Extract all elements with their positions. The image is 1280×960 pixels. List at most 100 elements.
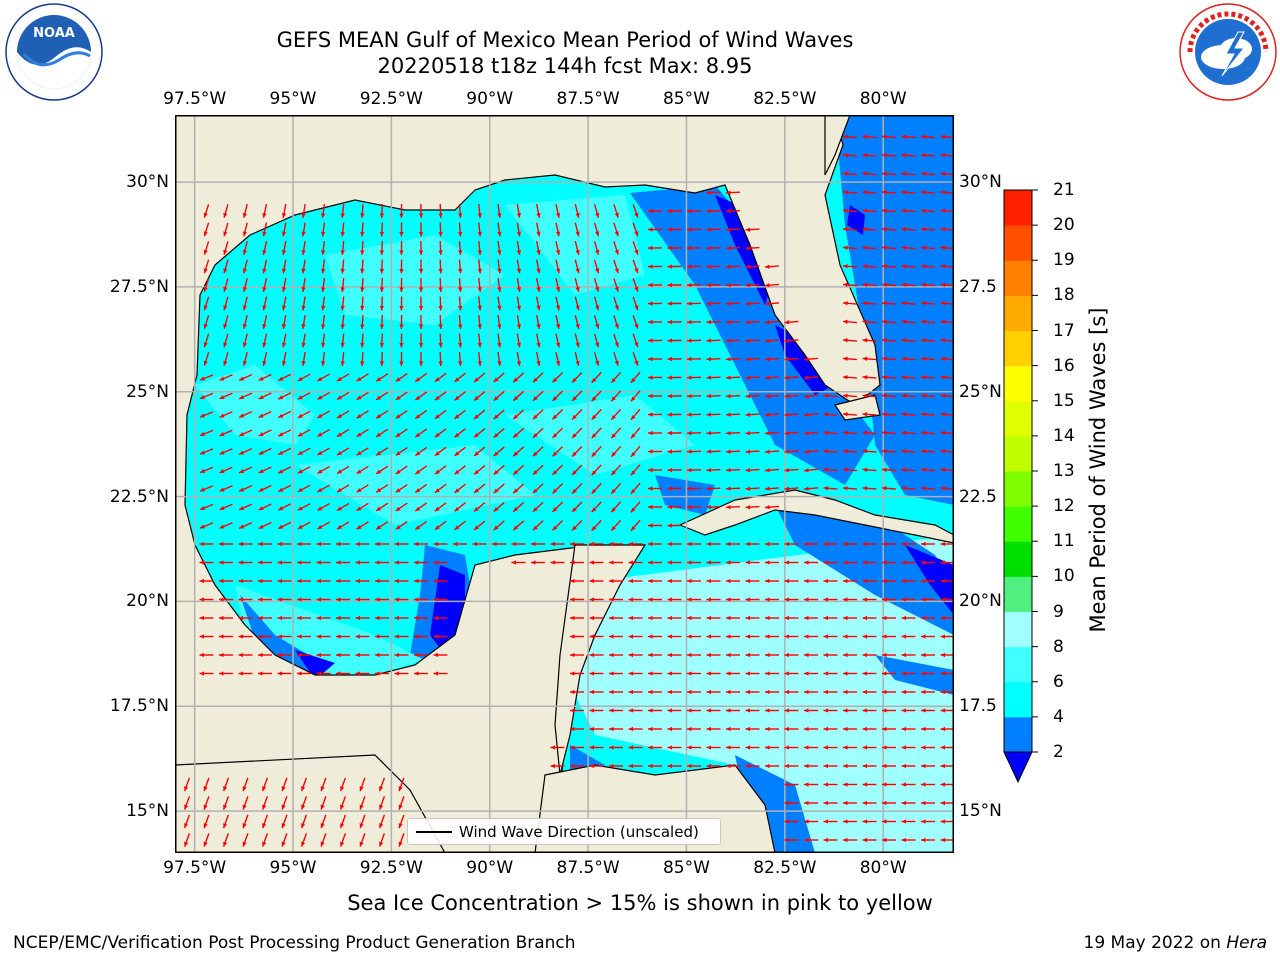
wave-direction-arrowhead bbox=[531, 560, 536, 565]
wave-direction-arrowhead bbox=[862, 134, 868, 139]
wave-direction-arrowhead bbox=[706, 449, 712, 454]
wave-direction-arrowhead bbox=[336, 524, 342, 530]
wave-direction-arrowhead bbox=[399, 268, 404, 274]
wave-direction-arrowhead bbox=[921, 301, 926, 306]
wave-direction-arrowhead bbox=[595, 342, 600, 348]
wave-direction-arrowhead bbox=[609, 634, 614, 639]
wave-direction-arrowhead bbox=[219, 597, 224, 602]
colorbar-level-label: 2 bbox=[1053, 742, 1064, 762]
wave-direction-arrowhead bbox=[687, 393, 692, 399]
wave-direction-arrowhead bbox=[433, 560, 439, 565]
wave-direction-arrowhead bbox=[297, 671, 302, 676]
wave-direction-arrowhead bbox=[572, 396, 577, 402]
wave-direction-arrowhead bbox=[667, 578, 673, 584]
wave-direction-arrowhead bbox=[843, 837, 848, 843]
wave-direction-arrowhead bbox=[921, 819, 926, 824]
wave-direction-arrowhead bbox=[258, 395, 264, 400]
wave-direction-arrowhead bbox=[882, 338, 887, 343]
wave-direction-arrowhead bbox=[336, 671, 341, 676]
wave-direction-arrowhead bbox=[595, 286, 600, 292]
wave-direction-arrowhead bbox=[726, 763, 731, 769]
wave-direction-arrowhead bbox=[536, 342, 541, 348]
wave-direction-arrowhead bbox=[219, 413, 225, 418]
wave-direction-arrowhead bbox=[706, 208, 712, 214]
wave-direction-arrowhead bbox=[199, 652, 205, 658]
lat-tick-left: 25°N bbox=[126, 381, 169, 402]
wave-direction-arrowhead bbox=[862, 171, 868, 176]
wave-direction-arrowhead bbox=[355, 560, 361, 565]
wave-direction-arrowhead bbox=[940, 153, 946, 158]
wave-direction-arrowhead bbox=[414, 597, 419, 602]
wave-direction-arrowhead bbox=[843, 486, 848, 491]
wave-direction-arrowhead bbox=[804, 449, 809, 454]
wave-direction-arrowhead bbox=[434, 469, 440, 475]
wave-direction-arrowhead bbox=[667, 430, 673, 436]
wave-direction-arrowhead bbox=[862, 449, 868, 454]
wave-direction-arrowhead bbox=[862, 412, 868, 417]
wave-direction-arrowhead bbox=[940, 652, 946, 658]
wave-direction-arrowhead bbox=[648, 319, 653, 325]
wave-direction-arrowhead bbox=[203, 804, 208, 810]
colorbar-level-label: 15 bbox=[1053, 390, 1075, 411]
wave-direction-arrowhead bbox=[648, 338, 653, 343]
wave-direction-arrowhead bbox=[784, 726, 790, 732]
wave-direction-arrowhead bbox=[376, 395, 382, 400]
wave-direction-arrowhead bbox=[843, 430, 848, 435]
wave-direction-arrowhead bbox=[901, 190, 907, 195]
wave-direction-arrowhead bbox=[648, 375, 653, 380]
wave-direction-arrowhead bbox=[630, 507, 636, 513]
colorbar-segment bbox=[1004, 435, 1032, 472]
wave-direction-arrowhead bbox=[726, 227, 731, 232]
wave-direction-arrowhead bbox=[765, 264, 770, 269]
wave-direction-arrowhead bbox=[784, 837, 790, 843]
wave-direction-arrowhead bbox=[823, 615, 829, 621]
wave-direction-arrowhead bbox=[316, 578, 322, 584]
wave-direction-arrowhead bbox=[336, 615, 341, 621]
wave-direction-arrowhead bbox=[706, 652, 712, 658]
wave-direction-arrowhead bbox=[940, 319, 946, 324]
wave-direction-arrowhead bbox=[921, 615, 926, 621]
cuba-land bbox=[678, 489, 954, 544]
wave-direction-arrowhead bbox=[321, 324, 326, 329]
wave-direction-arrowhead bbox=[882, 375, 887, 380]
wave-direction-arrowhead bbox=[474, 506, 479, 512]
wave-direction-arrowhead bbox=[316, 560, 322, 565]
map-frame bbox=[175, 115, 954, 853]
wave-direction-arrowhead bbox=[340, 305, 345, 311]
wave-direction-arrowhead bbox=[589, 578, 595, 584]
wave-direction-arrowhead bbox=[726, 356, 731, 362]
wave-direction-arrowhead bbox=[921, 652, 926, 658]
wave-direction-arrowhead bbox=[458, 287, 463, 292]
wave-direction-arrowhead bbox=[843, 800, 848, 806]
colorbar-level-label: 21 bbox=[1053, 180, 1075, 200]
wave-direction-arrowhead bbox=[784, 800, 790, 806]
wave-direction-arrowhead bbox=[687, 264, 692, 269]
wave-direction-arrowhead bbox=[784, 578, 790, 584]
wave-direction-arrowhead bbox=[882, 708, 887, 713]
colorbar-level-label: 16 bbox=[1053, 355, 1075, 376]
wave-direction-arrowhead bbox=[687, 745, 692, 750]
wave-direction-arrowhead bbox=[706, 430, 712, 436]
wave-direction-arrowhead bbox=[399, 305, 404, 311]
wave-direction-arrowhead bbox=[340, 231, 345, 237]
wave-direction-arrowhead bbox=[321, 231, 326, 237]
wave-direction-arrowhead bbox=[882, 190, 887, 195]
wave-direction-arrowhead bbox=[317, 487, 323, 492]
wave-direction-arrowhead bbox=[940, 578, 946, 584]
wave-direction-arrowhead bbox=[706, 578, 712, 584]
footer-date: 19 May 2022 on Hera bbox=[1084, 933, 1268, 953]
wave-direction-arrowhead bbox=[784, 745, 790, 750]
lon-tick-top: 80°W bbox=[859, 89, 907, 109]
wave-direction-arrowhead bbox=[901, 319, 907, 324]
wave-direction-arrowhead bbox=[784, 782, 790, 787]
wave-direction-arrowhead bbox=[516, 361, 522, 366]
wave-direction-arrowhead bbox=[862, 467, 868, 472]
wave-direction-arrowhead bbox=[843, 375, 848, 380]
wave-direction-arrowhead bbox=[765, 726, 770, 732]
wave-direction-arrowhead bbox=[843, 597, 848, 602]
wave-direction-arrowhead bbox=[843, 689, 848, 695]
wave-direction-arrowhead bbox=[628, 726, 634, 732]
wave-direction-arrowhead bbox=[418, 231, 424, 237]
wave-direction-arrowhead bbox=[199, 597, 205, 602]
wave-direction-arrowhead bbox=[921, 541, 926, 547]
